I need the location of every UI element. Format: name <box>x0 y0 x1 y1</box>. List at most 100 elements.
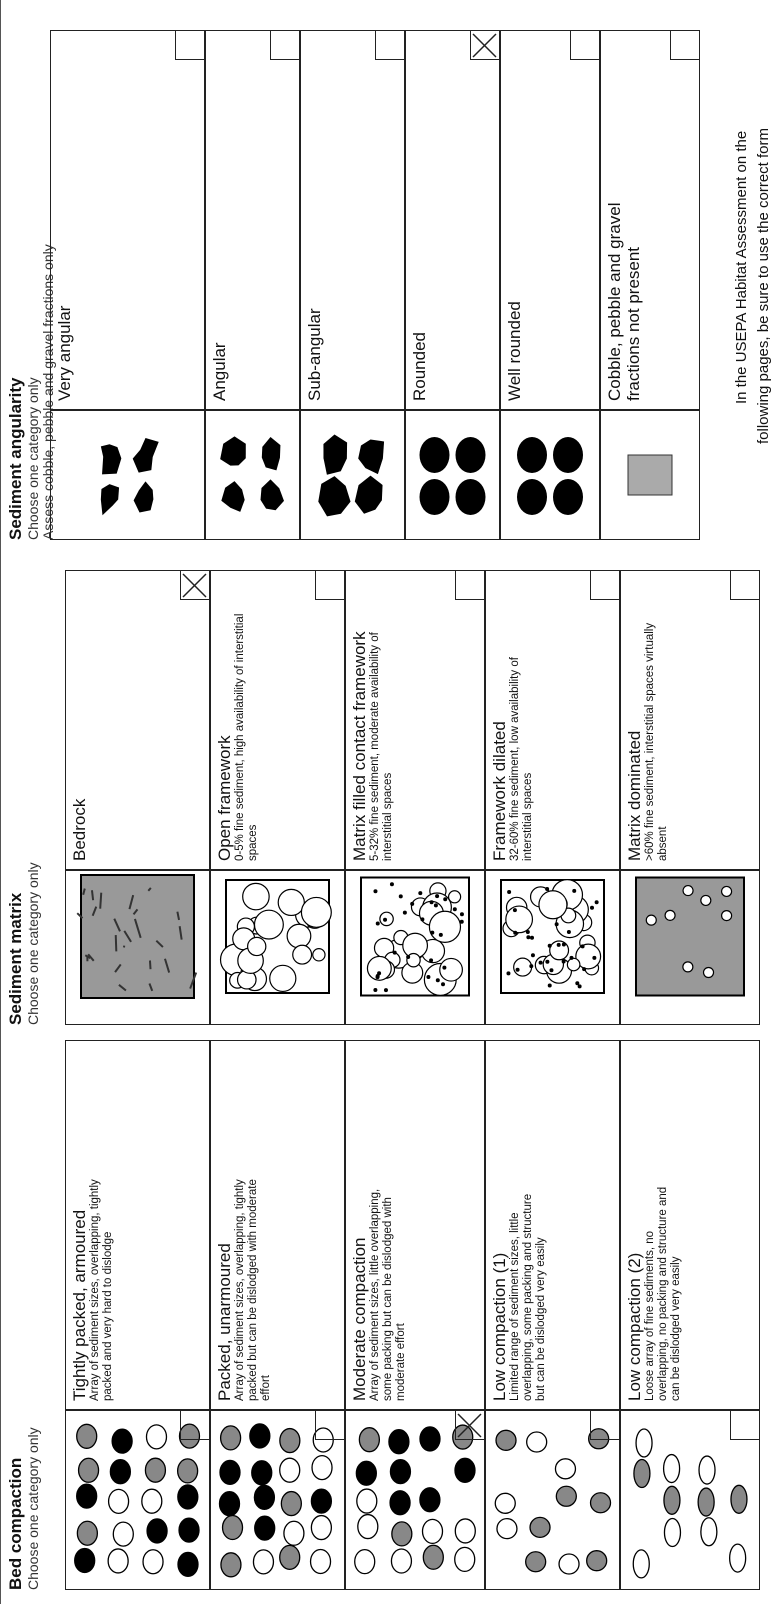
row-label: Well rounded <box>505 301 524 401</box>
image-cell <box>345 870 485 1025</box>
text-cell: Matrix dominated >60% fine sediment, inte… <box>620 570 760 870</box>
section-subtitle: Choose one category only <box>25 1427 41 1590</box>
checkbox[interactable] <box>180 570 210 600</box>
row-description: 5-32% fine sediment, moderate availabili… <box>369 632 394 861</box>
text-cell: Open framework 0-5% fine sediment, high a… <box>210 570 345 870</box>
checkbox[interactable] <box>455 1410 485 1440</box>
row-label: Matrix filled contact framework <box>350 631 369 861</box>
illustration <box>494 1428 612 1575</box>
checkbox[interactable] <box>315 1410 345 1440</box>
section-subtitle: Choose one category only <box>25 862 41 1025</box>
image-cell <box>485 870 620 1025</box>
checkbox[interactable] <box>315 570 345 600</box>
row-label: Low compaction (1) <box>490 1252 509 1401</box>
image-cell <box>300 410 405 540</box>
check-mark <box>472 33 497 58</box>
image-cell <box>500 410 600 540</box>
text-cell: Cobble, pebble and gravel fractions not … <box>600 30 700 410</box>
illustration <box>219 879 332 994</box>
section-title: Bed compaction <box>6 1457 25 1590</box>
check-mark <box>182 573 207 598</box>
row-label: Rounded <box>410 331 429 401</box>
text-cell: Low compaction (2) Loose array of fine se… <box>620 1040 760 1410</box>
row-description: 0-5% fine sediment, high availability of… <box>234 613 259 861</box>
illustration <box>220 436 284 512</box>
row-description: Array of sediment sizes, overlapping, ti… <box>89 1179 114 1401</box>
text-cell: Packed, unarmoured Array of sediment size… <box>210 1040 345 1410</box>
illustration <box>627 454 673 496</box>
footer-text: In the USEPA Habitat Assessment on the <box>733 130 750 404</box>
image-cell <box>485 1410 620 1590</box>
row-label: Cobble, pebble and gravel fractions not … <box>605 202 643 401</box>
row-label: Matrix dominated <box>625 730 644 861</box>
illustration <box>635 876 745 997</box>
row-label: Bedrock <box>70 798 89 861</box>
row-label: Tightly packed, armoured <box>70 1209 89 1401</box>
illustration <box>318 434 385 517</box>
row-label: Open framework <box>215 735 234 861</box>
checkbox[interactable] <box>175 30 205 60</box>
illustration <box>500 879 605 994</box>
illustration <box>354 1424 476 1575</box>
image-cell <box>620 870 760 1025</box>
text-cell: Angular <box>205 30 300 410</box>
row-description: Loose array of fine sediments, no overla… <box>644 1186 682 1401</box>
row-description: Array of sediment sizes, little overlapp… <box>369 1188 407 1401</box>
checkbox[interactable] <box>590 1410 620 1440</box>
image-cell <box>65 1410 210 1590</box>
checkbox[interactable] <box>455 570 485 600</box>
row-label: Moderate compaction <box>350 1237 369 1401</box>
illustration <box>74 1423 201 1578</box>
illustration <box>76 874 198 999</box>
checkbox[interactable] <box>180 1410 210 1440</box>
illustration <box>419 437 486 515</box>
image-cell <box>600 410 700 540</box>
checkbox[interactable] <box>470 30 500 60</box>
check-mark <box>457 1413 482 1438</box>
illustration <box>632 1428 748 1579</box>
image-cell <box>210 870 345 1025</box>
checkbox[interactable] <box>570 30 600 60</box>
text-cell: Matrix filled contact framework 5-32% fin… <box>345 570 485 870</box>
row-label: Low compaction (2) <box>625 1252 644 1401</box>
row-label: Packed, unarmoured <box>215 1243 234 1401</box>
text-cell: Moderate compaction Array of sediment siz… <box>345 1040 485 1410</box>
text-cell: Bedrock <box>65 570 210 870</box>
section-subtitle: Choose one category only <box>25 377 41 540</box>
text-cell: Rounded <box>405 30 500 410</box>
checkbox[interactable] <box>670 30 700 60</box>
row-label: Angular <box>210 342 229 401</box>
illustration <box>100 437 159 516</box>
image-cell <box>50 410 205 540</box>
image-cell <box>405 410 500 540</box>
text-cell: Tightly packed, armoured Array of sedimen… <box>65 1040 210 1410</box>
row-description: >60% fine sediment, interstitial spaces … <box>644 622 669 861</box>
footer-text: following pages, be sure to use the corr… <box>755 128 772 444</box>
checkbox[interactable] <box>730 570 760 600</box>
image-cell <box>345 1410 485 1590</box>
text-cell: Framework dilated 32-60% fine sediment, l… <box>485 570 620 870</box>
illustration <box>517 437 583 515</box>
text-cell: Well rounded <box>500 30 600 410</box>
checkbox[interactable] <box>730 1410 760 1440</box>
image-cell <box>210 1410 345 1590</box>
section-title: Sediment angularity <box>6 377 25 540</box>
row-label: Sub-angular <box>305 308 324 401</box>
text-cell: Very angular <box>50 30 205 410</box>
image-cell <box>65 870 210 1025</box>
text-cell: Low compaction (1) Limited range of sedim… <box>485 1040 620 1410</box>
image-cell <box>620 1410 760 1590</box>
row-label: Framework dilated <box>490 721 509 861</box>
image-cell <box>205 410 300 540</box>
text-cell: Sub-angular <box>300 30 405 410</box>
row-description: Array of sediment sizes, overlapping, ti… <box>234 1179 272 1401</box>
checkbox[interactable] <box>590 570 620 600</box>
row-description: 32-60% fine sediment, low availability o… <box>509 657 534 861</box>
checkbox[interactable] <box>375 30 405 60</box>
section-title: Sediment matrix <box>6 892 25 1025</box>
illustration <box>218 1423 334 1578</box>
illustration <box>360 876 470 997</box>
checkbox[interactable] <box>270 30 300 60</box>
